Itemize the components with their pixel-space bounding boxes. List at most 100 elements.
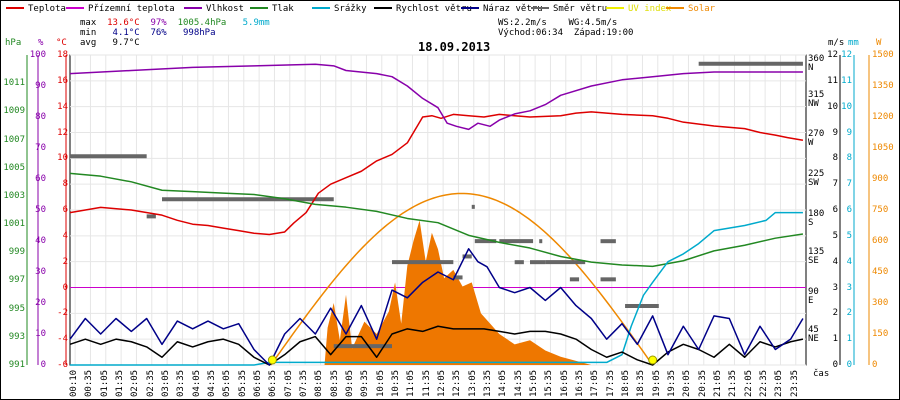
rain-tick-label: 9 [846,127,852,138]
solar-tick-label: 150 [872,329,889,339]
wind-direction-label: 315 NW [808,90,825,109]
wind-tick-label: 7 [832,179,838,190]
legend-swatch [6,6,24,9]
temperature-tick-label: -6 [57,360,68,370]
pressure-tick-label: 1001 [3,219,25,230]
wind-ws: WS:2.2m/s [498,18,547,28]
series-line-rychlost-větru [69,325,804,366]
wind-tick-label: 4 [832,256,838,267]
temperature-tick-label: 12 [57,127,68,138]
stats-min-press: 998hPa [183,28,216,38]
legend-item: Tlak [250,4,294,14]
legend-item: UV index [606,4,671,14]
rain-tick-label: 4 [846,256,852,267]
unit-solar: W [876,38,882,48]
legend-swatch [374,6,392,9]
legend-swatch [666,6,684,9]
pressure-tick-label: 999 [8,247,25,258]
wind-tick-label: 1 [832,334,838,345]
rain-tick-label: 10 [841,101,852,112]
rain-tick-label: 11 [841,75,852,86]
stats-max-rain: 5.9mm [242,18,270,28]
humidity-tick-label: 10 [35,329,46,339]
humidity-tick-label: 70 [35,143,46,153]
solar-tick-label: 1200 [872,112,894,122]
series-line-vlhkost [69,63,803,131]
legend-label: Tlak [272,4,294,14]
pressure-tick-label: 1011 [3,78,25,89]
legend-label: Vlhkost [206,4,244,14]
x-axis-label: čas [813,369,830,379]
wind-tick-label: 0 [832,360,838,370]
humidity-tick-label: 80 [35,112,46,122]
solar-area [324,220,592,365]
stats-min-label: min [80,28,97,38]
rain-tick-label: 0 [846,360,852,370]
legend-label: Přízemní teplota [88,4,175,14]
solar-tick-label: 1050 [872,143,894,153]
stats-max-label: max [80,18,97,28]
rain-tick-label: 7 [846,179,852,190]
rain-tick-label: 5 [846,230,852,241]
temperature-tick-label: 16 [57,75,68,86]
unit-temperature: °C [56,38,67,48]
pressure-tick-label: 993 [8,331,25,342]
legend-item: Přízemní teplota [66,4,175,14]
legend-label: Rychlost větru [396,4,472,14]
legend-swatch [250,6,268,9]
humidity-tick-label: 20 [35,298,46,308]
series-line-náraz-větru [69,248,804,366]
wind-direction-label: 225 SW [808,169,825,188]
solar-tick-label: 600 [872,236,889,246]
stats-avg-row: avg 9.7°C [80,38,270,48]
wind-direction-label: 180 S [808,209,825,228]
legend-swatch [66,6,84,9]
temperature-tick-label: 14 [57,101,68,112]
rain-tick-label: 12 [841,50,852,60]
rain-tick-label: 2 [846,308,852,319]
stats-block: max 13.6°C 97% 1005.4hPa 5.9mm min 4.1°C… [80,18,270,48]
sunset-time: Západ:19:00 [573,28,634,38]
wind-direction-label: 45 NE [808,325,819,344]
wind-direction-label: 135 SE [808,247,825,266]
stats-max-temp: 13.6°C [107,18,140,28]
pressure-tick-label: 1007 [3,134,25,145]
stats-max-hum: 97% [150,18,167,28]
unit-pressure: hPa [5,38,22,48]
rain-tick-label: 3 [846,282,852,293]
legend-label: Směr větru [553,4,608,14]
legend-label: UV index [628,4,672,14]
pressure-tick-label: 1009 [3,106,25,117]
temperature-tick-label: 0 [62,282,68,293]
wind-tick-label: 11 [827,75,838,86]
series-line-teplota [69,111,804,236]
legend-swatch [461,6,479,9]
legend-item: Vlhkost [184,4,244,14]
wind-tick-label: 9 [832,127,838,138]
wind-direction-label: 360 N [808,54,825,73]
legend-item: Směr větru [531,4,607,14]
legend-swatch [312,6,330,9]
humidity-tick-label: 60 [35,174,46,184]
wind-wg: WG:4.5m/s [568,18,618,28]
pressure-tick-label: 997 [8,275,25,286]
legend-item: Rychlost větru [374,4,472,14]
stats-max-row: max 13.6°C 97% 1005.4hPa 5.9mm [80,18,270,28]
chart-title: 18.09.2013 [418,40,491,54]
stats-min-temp: 4.1°C [112,28,140,38]
solar-tick-label: 1350 [872,81,894,91]
wind-tick-label: 6 [832,205,838,215]
wind-tick-label: 12 [827,50,838,60]
humidity-tick-label: 50 [35,205,46,215]
wind-direction-label: 90 E [808,287,819,306]
solar-tick-label: 450 [872,267,889,277]
stats-avg-label: avg [80,38,97,48]
uv-marker [267,355,277,365]
unit-wind: m/s [828,38,845,48]
wind-direction-label: 270 W [808,129,825,148]
stats-max-press: 1005.4hPa [177,18,227,28]
uv-marker [648,355,658,365]
legend-item: Srážky [312,4,367,14]
wind-tick-label: 5 [832,230,838,241]
solar-tick-label: 900 [872,174,889,184]
